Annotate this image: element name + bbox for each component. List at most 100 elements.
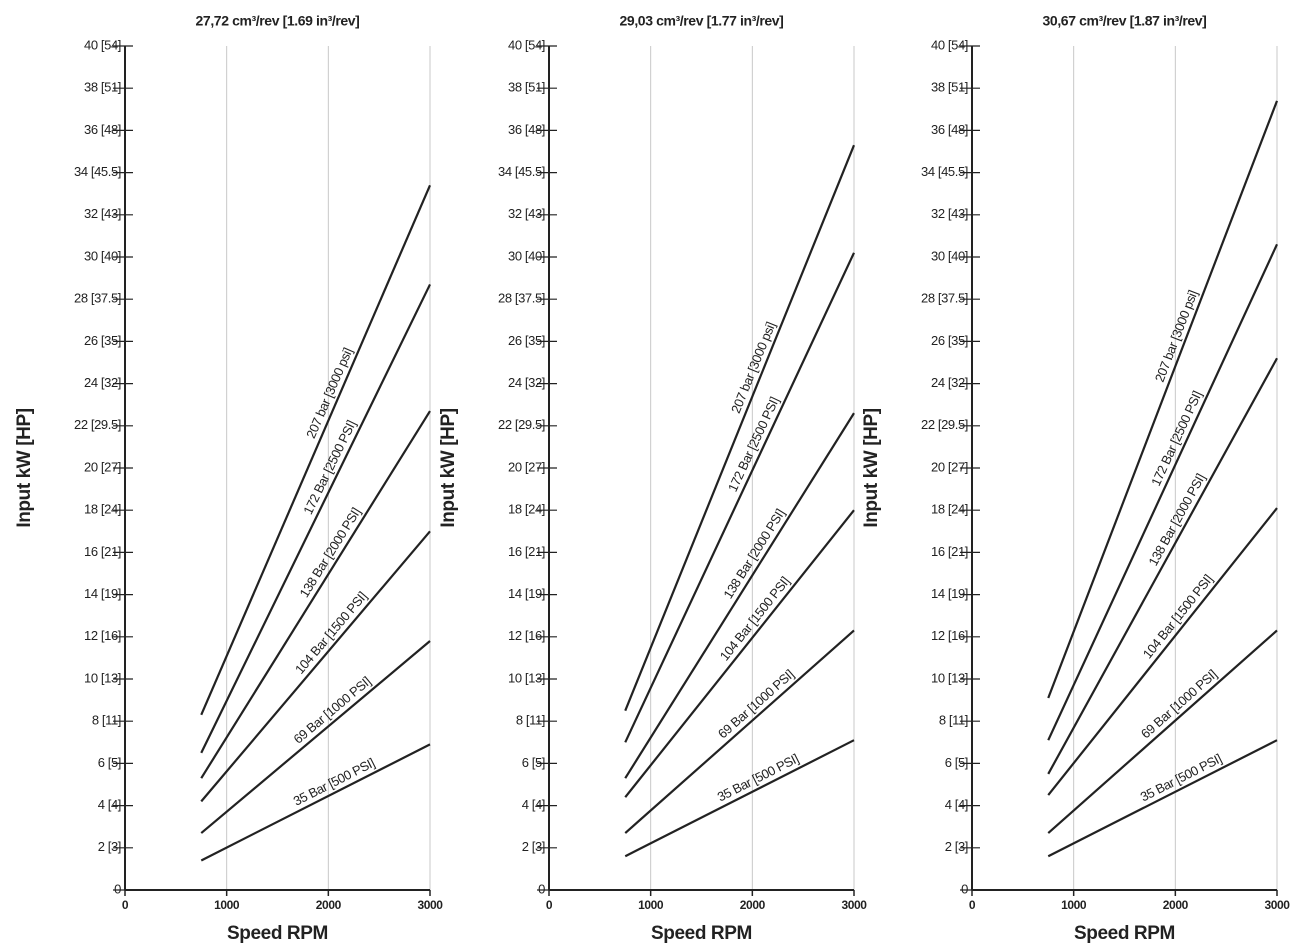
y-axis-label: Input kW [HP] — [438, 408, 459, 527]
y-tick-label: 28 [37.5] — [74, 291, 121, 306]
y-tick-label: 10 [13] — [84, 670, 121, 685]
x-tick-label: 1000 — [638, 898, 664, 912]
y-tick-label: 14 [19] — [931, 586, 968, 601]
y-tick-label: 36 [48] — [84, 122, 121, 137]
x-tick-label: 0 — [546, 898, 553, 912]
y-tick-label: 26 [35] — [508, 333, 545, 348]
y-tick-label: 12 [16] — [84, 628, 121, 643]
y-tick-label: 4 [4] — [945, 797, 968, 812]
y-tick-label: 34 [45.5] — [921, 164, 968, 179]
y-tick-label: 2 [3] — [98, 839, 121, 854]
chart-title: 27,72 cm³/rev [1.69 in³/rev] — [196, 13, 360, 29]
line-label: 138 Bar [2000 PSI] — [296, 505, 363, 600]
data-line — [1047, 629, 1278, 834]
y-tick-label: 40 [54] — [508, 37, 545, 52]
x-axis-label: Speed RPM — [227, 923, 328, 944]
x-tick-label: 2000 — [316, 898, 342, 912]
y-tick-label: 32 [43] — [931, 206, 968, 221]
y-tick-label: 22 [29.5] — [498, 417, 545, 432]
y-tick-label: 40 [54] — [84, 37, 121, 52]
line-label: 35 Bar [500 PSI] — [291, 755, 377, 809]
y-tick-label: 8 [11] — [939, 713, 968, 728]
data-line — [1047, 243, 1278, 741]
line-label: 69 Bar [1000 PSI] — [291, 674, 374, 747]
data-line — [200, 283, 431, 754]
panel: 30,67 cm³/rev [1.87 in³/rev] 0 1000 2000 300… — [861, 13, 1291, 944]
line-label: 69 Bar [1000 PSI] — [1138, 667, 1220, 742]
line-label: 35 Bar [500 PSI] — [1138, 751, 1224, 805]
y-tick-label: 26 [35] — [931, 333, 968, 348]
y-tick-label: 8 [11] — [516, 713, 545, 728]
y-tick-label: 18 [24] — [84, 502, 121, 517]
y-tick-label: 22 [29.5] — [74, 417, 121, 432]
data-line — [200, 410, 431, 779]
y-tick-label: 32 [43] — [84, 206, 121, 221]
y-tick-label: 6 [5] — [945, 755, 968, 770]
line-label: 104 Bar [1500 PSI] — [292, 589, 370, 677]
y-tick-label: 24 [32] — [508, 375, 545, 390]
y-tick-label: 22 [29.5] — [921, 417, 968, 432]
y-tick-label: 14 [19] — [84, 586, 121, 601]
data-line — [200, 743, 431, 862]
x-tick-label: 3000 — [417, 898, 443, 912]
y-tick-label: 10 [13] — [931, 670, 968, 685]
y-tick-label: 30 [40] — [931, 248, 968, 263]
y-tick-label: 36 [48] — [508, 122, 545, 137]
y-tick-label: 24 [32] — [84, 375, 121, 390]
chart-title: 30,67 cm³/rev [1.87 in³/rev] — [1043, 13, 1207, 29]
line-label: 207 bar [3000 psi] — [1152, 288, 1201, 384]
panel: 29,03 cm³/rev [1.77 in³/rev] 0 1000 2000 300… — [438, 13, 868, 944]
data-line — [200, 640, 431, 834]
y-tick-label: 38 [51] — [931, 80, 968, 95]
x-tick-label: 0 — [969, 898, 976, 912]
y-tick-label: 18 [24] — [931, 502, 968, 517]
x-tick-label: 1000 — [214, 898, 240, 912]
data-line — [1047, 100, 1279, 699]
y-tick-label: 16 [21] — [931, 544, 968, 559]
data-line — [1047, 507, 1278, 796]
y-tick-label: 36 [48] — [931, 122, 968, 137]
data-line — [624, 739, 855, 858]
y-axis-label: Input kW [HP] — [861, 408, 882, 527]
y-axis-label: Input kW [HP] — [14, 408, 35, 527]
y-tick-label: 10 [13] — [508, 670, 545, 685]
y-tick-label: 6 [5] — [522, 755, 545, 770]
x-tick-label: 2000 — [1163, 898, 1189, 912]
data-line — [200, 184, 432, 716]
data-line — [1047, 357, 1278, 775]
panel: 27,72 cm³/rev [1.69 in³/rev] 0 1000 2000 300… — [14, 13, 444, 944]
line-label: 35 Bar [500 PSI] — [715, 751, 801, 805]
data-line — [624, 509, 855, 798]
y-tick-label: 20 [27] — [931, 459, 968, 474]
y-tick-label: 0 — [114, 881, 121, 896]
y-tick-label: 38 [51] — [508, 80, 545, 95]
x-tick-label: 3000 — [841, 898, 867, 912]
data-line — [624, 252, 855, 743]
y-tick-label: 28 [37.5] — [921, 291, 968, 306]
y-tick-label: 34 [45.5] — [74, 164, 121, 179]
data-line — [624, 412, 855, 779]
y-tick-label: 0 — [961, 881, 968, 896]
y-tick-label: 4 [4] — [98, 797, 121, 812]
y-tick-label: 18 [24] — [508, 502, 545, 517]
y-tick-label: 16 [21] — [84, 544, 121, 559]
x-axis-label: Speed RPM — [651, 923, 752, 944]
y-tick-label: 28 [37.5] — [498, 291, 545, 306]
y-tick-label: 34 [45.5] — [498, 164, 545, 179]
y-tick-label: 24 [32] — [931, 375, 968, 390]
y-tick-label: 6 [5] — [98, 755, 121, 770]
x-axis-label: Speed RPM — [1074, 923, 1175, 944]
y-tick-label: 30 [40] — [508, 248, 545, 263]
y-tick-label: 20 [27] — [508, 459, 545, 474]
y-tick-label: 16 [21] — [508, 544, 545, 559]
y-tick-label: 8 [11] — [92, 713, 121, 728]
y-tick-label: 14 [19] — [508, 586, 545, 601]
x-tick-label: 0 — [122, 898, 129, 912]
y-tick-label: 4 [4] — [522, 797, 545, 812]
y-tick-label: 12 [16] — [931, 628, 968, 643]
y-tick-label: 38 [51] — [84, 80, 121, 95]
y-tick-label: 12 [16] — [508, 628, 545, 643]
line-label: 69 Bar [1000 PSI] — [715, 667, 797, 742]
data-line — [200, 530, 431, 803]
